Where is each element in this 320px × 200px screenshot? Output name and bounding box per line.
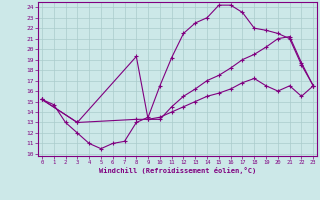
X-axis label: Windchill (Refroidissement éolien,°C): Windchill (Refroidissement éolien,°C) xyxy=(99,167,256,174)
